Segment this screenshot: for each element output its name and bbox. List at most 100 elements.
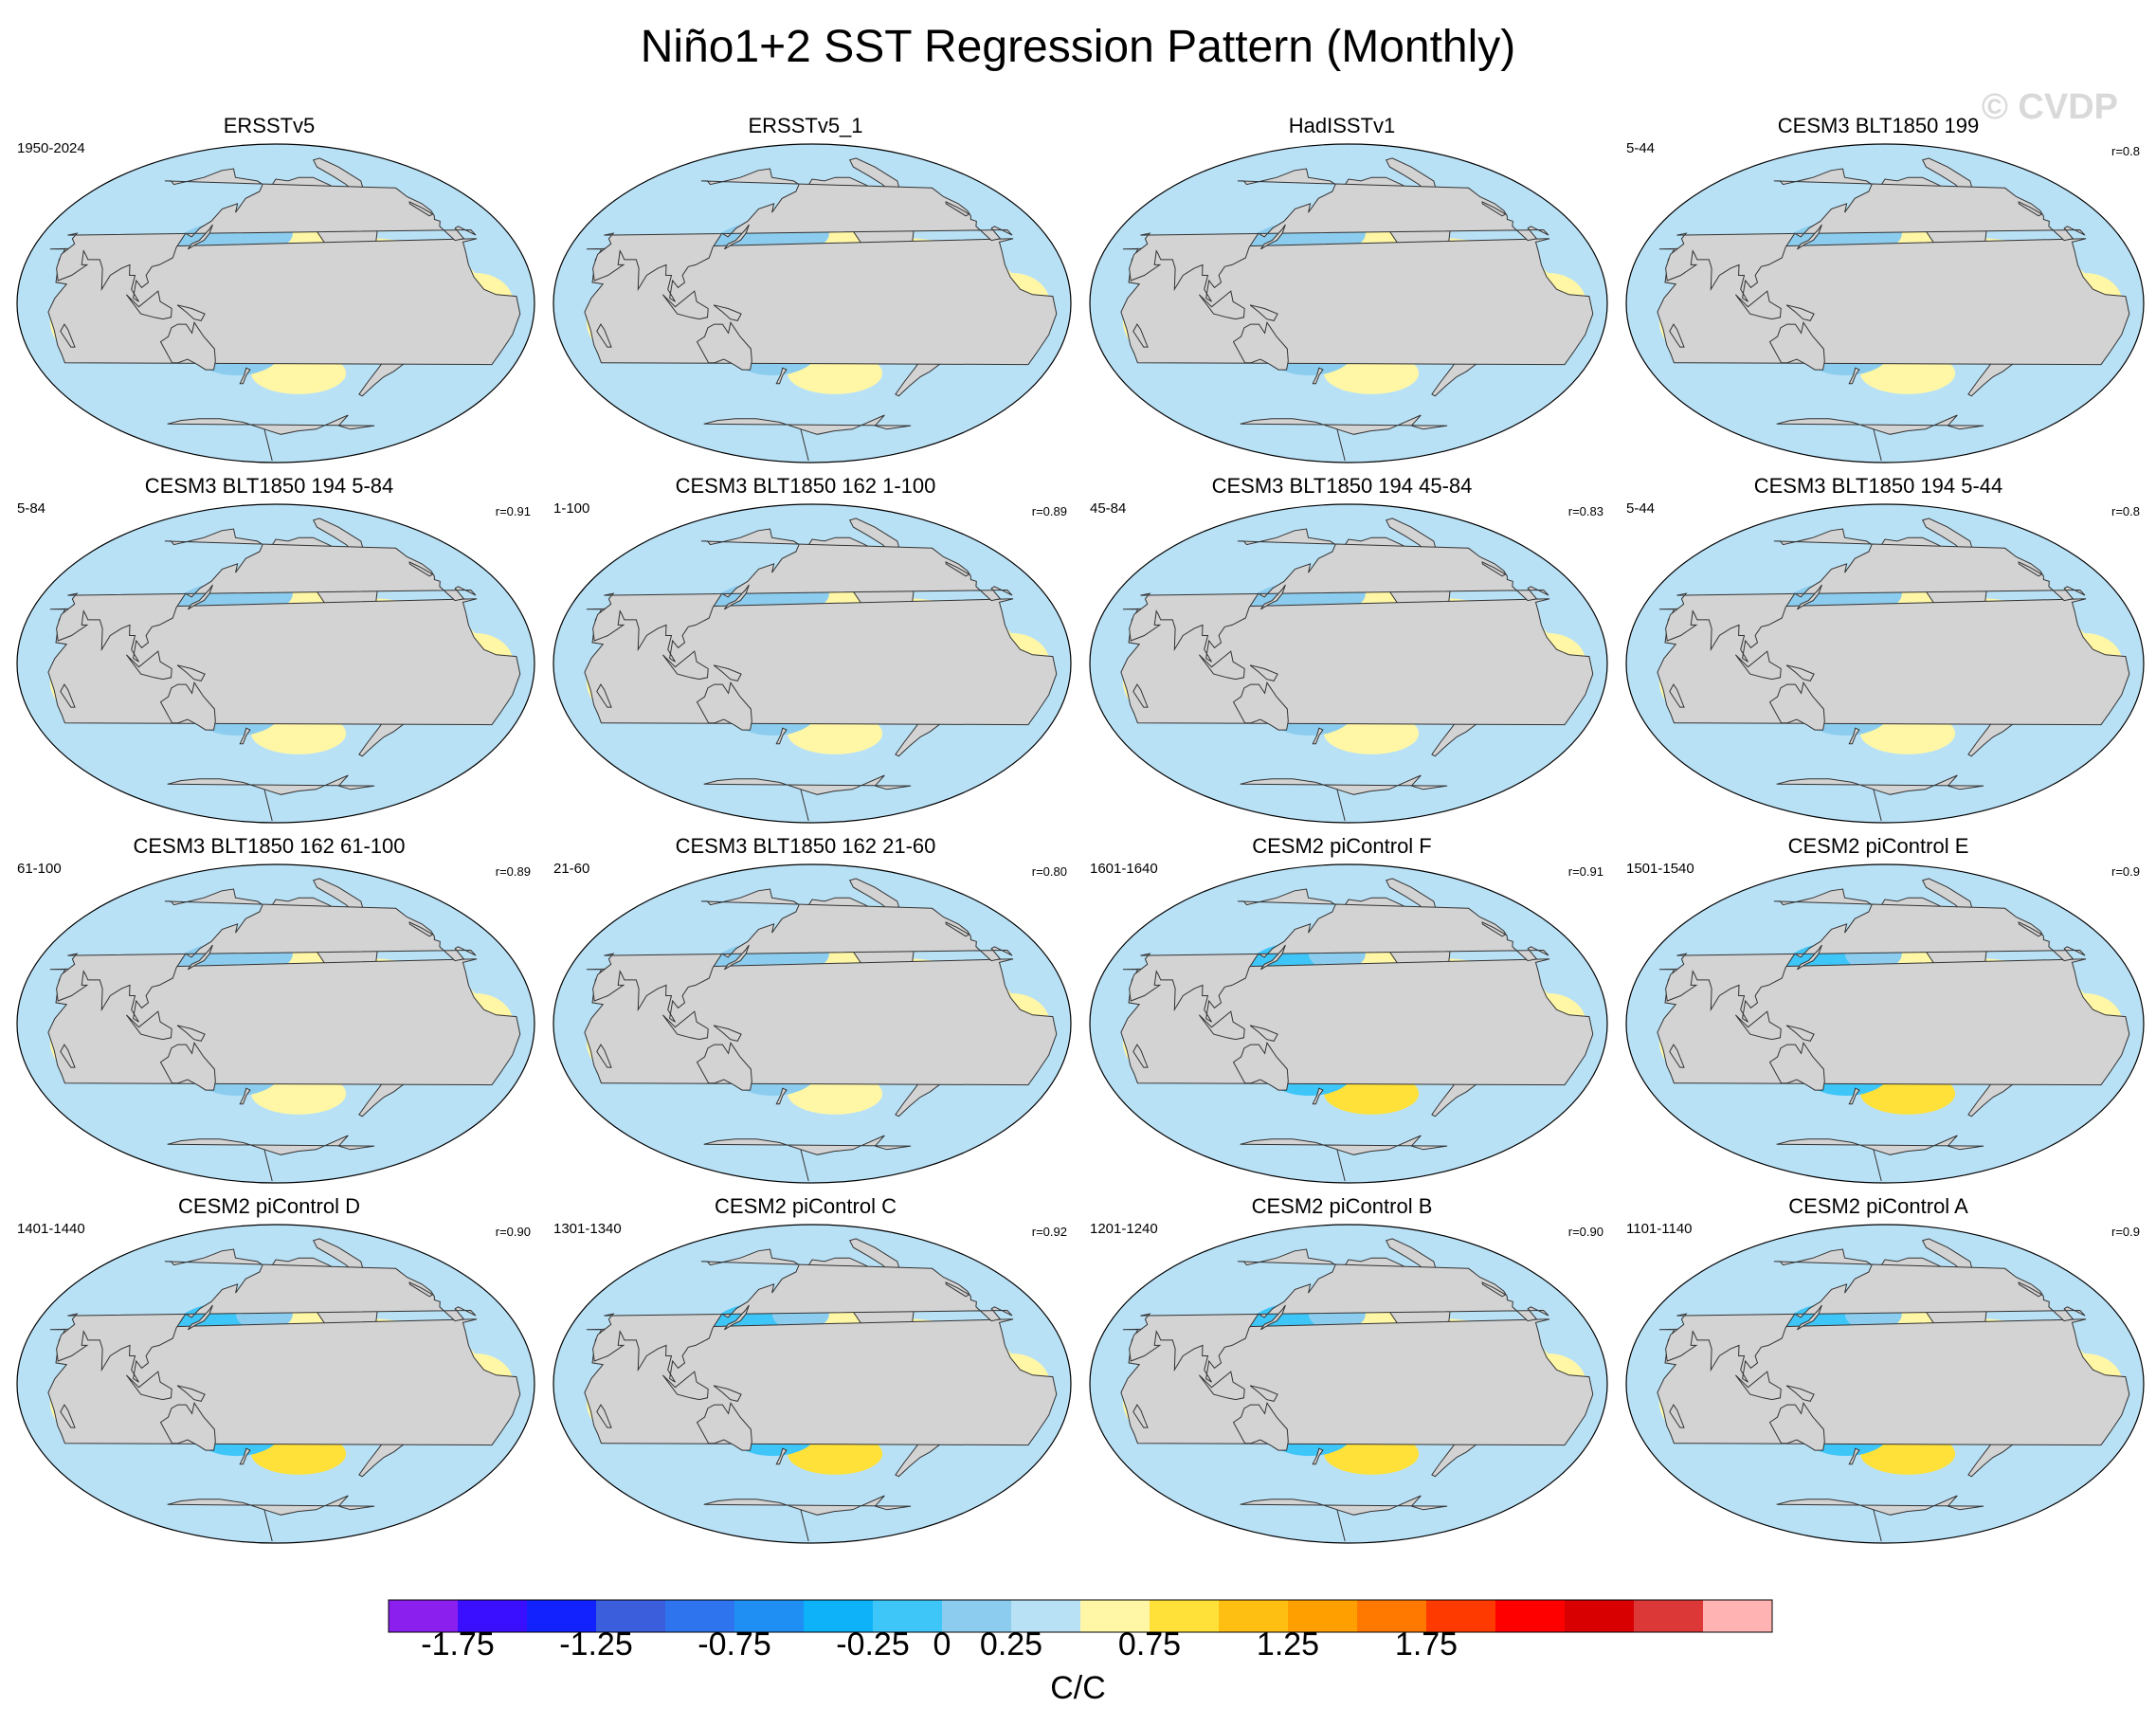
panel-title: CESM3 BLT1850 194 5-44	[1753, 474, 2003, 498]
new-zealand-landmass	[239, 1087, 251, 1105]
regression-map	[1089, 503, 1608, 824]
new-zealand-landmass	[775, 1087, 788, 1105]
colorbar-box	[1357, 1600, 1426, 1632]
colorbar-box	[804, 1600, 873, 1632]
panel-correlation-label: r=0.8	[2111, 144, 2140, 158]
map-panel: CESM2 piControl D 1401-1440 r=0.90	[0, 1194, 538, 1554]
madagascar-landmass	[1132, 323, 1149, 348]
australia-landmass	[159, 321, 216, 371]
panel-period-label: 1501-1540	[1626, 861, 1694, 877]
uk-landmass	[1481, 561, 1507, 577]
map-border	[1089, 143, 1608, 463]
new-zealand-landmass	[1848, 727, 1860, 745]
africa-landmass	[47, 238, 521, 366]
antarctica-landmass	[167, 1495, 375, 1542]
regression-map	[553, 143, 1072, 463]
new-zealand-landmass	[239, 1447, 251, 1465]
colorbar-tick-label: 0.25	[980, 1626, 1042, 1662]
colorbar-tick-label: 1.25	[1257, 1626, 1319, 1662]
map-panel: CESM3 BLT1850 194 5-44 5-44 r=0.8	[1609, 474, 2147, 834]
africa-landmass	[584, 1318, 1058, 1446]
panel-correlation-label: r=0.9	[2111, 864, 2140, 879]
new-guinea-landmass	[1785, 1025, 1815, 1042]
eurasia-landmass	[1129, 888, 1549, 1023]
regression-map	[553, 1224, 1072, 1544]
indonesia-landmass	[661, 1010, 709, 1041]
map-panel: CESM2 piControl B 1201-1240 r=0.90	[1073, 1194, 1611, 1554]
panel-title: ERSSTv5	[223, 114, 316, 137]
eurasia-landmass	[1665, 168, 2086, 302]
madagascar-landmass	[1669, 683, 1685, 708]
madagascar-landmass	[596, 683, 612, 708]
antarctica-landmass	[703, 414, 912, 462]
panel-title: CESM3 BLT1850 199	[1777, 114, 1980, 137]
map-border	[553, 503, 1072, 824]
panel-correlation-label: r=0.90	[495, 1225, 531, 1239]
colorbar-box	[942, 1600, 1011, 1632]
japan-landmass	[1796, 584, 1822, 610]
australia-landmass	[159, 1042, 216, 1091]
australia-landmass	[1232, 681, 1289, 731]
colorbar-tick-label: 1.75	[1395, 1626, 1458, 1662]
panel-period-label: 21-60	[553, 861, 590, 877]
australia-landmass	[696, 1042, 752, 1091]
map-panel: CESM2 piControl E 1501-1540 r=0.9	[1609, 834, 2147, 1194]
map-panel: CESM3 BLT1850 162 21-60 21-60 r=0.80	[536, 834, 1075, 1194]
eurasia-landmass	[592, 528, 1013, 663]
regression-map	[1089, 1224, 1608, 1544]
madagascar-landmass	[596, 1404, 612, 1428]
africa-landmass	[584, 598, 1058, 726]
panel-period-label: 45-84	[1090, 500, 1127, 517]
new-guinea-landmass	[713, 664, 742, 681]
regression-map	[1625, 143, 2145, 463]
panel-correlation-label: r=0.90	[1567, 1225, 1603, 1239]
madagascar-landmass	[596, 1044, 612, 1068]
new-guinea-landmass	[1249, 1385, 1278, 1402]
new-zealand-landmass	[1312, 1447, 1324, 1465]
uk-landmass	[1481, 201, 1507, 217]
new-zealand-landmass	[775, 727, 788, 745]
regression-map	[16, 1224, 535, 1544]
new-guinea-landmass	[713, 1385, 742, 1402]
colorbar-box	[1288, 1600, 1357, 1632]
map-panel: CESM2 piControl C 1301-1340 r=0.92	[536, 1194, 1075, 1554]
map-border	[1089, 503, 1608, 824]
new-guinea-landmass	[176, 664, 206, 681]
antarctica-landmass	[1240, 1495, 1448, 1542]
colorbar-graphic: -1.75 -1.25 -0.75 -0.25 0 0.25 0.75 1.25 1.75	[388, 1599, 1773, 1662]
new-guinea-landmass	[1249, 304, 1278, 321]
panel-title: ERSSTv5_1	[748, 114, 863, 137]
australia-landmass	[696, 681, 752, 731]
australia-landmass	[159, 1402, 216, 1451]
uk-landmass	[408, 1281, 434, 1298]
antarctica-landmass	[167, 1135, 375, 1182]
panel-period-label: 5-44	[1626, 500, 1656, 517]
eurasia-landmass	[56, 888, 477, 1023]
japan-landmass	[1259, 944, 1286, 971]
uk-landmass	[2018, 921, 2043, 937]
colorbar-frame	[388, 1599, 1773, 1633]
uk-landmass	[945, 921, 970, 937]
colorbar-tick-label: -0.75	[698, 1626, 771, 1662]
new-guinea-landmass	[713, 304, 742, 321]
colorbar-box	[873, 1600, 942, 1632]
africa-landmass	[584, 958, 1058, 1086]
indonesia-landmass	[1734, 1010, 1782, 1041]
panel-period-label: 5-84	[17, 500, 46, 517]
panel-correlation-label: r=0.9	[2111, 1225, 2140, 1239]
indonesia-landmass	[125, 1371, 172, 1401]
panel-correlation-label: r=0.80	[1031, 864, 1067, 879]
panel-correlation-label: r=0.89	[495, 864, 531, 879]
africa-landmass	[1120, 598, 1594, 726]
japan-landmass	[723, 944, 750, 971]
colorbar-box	[1080, 1600, 1150, 1632]
australia-landmass	[159, 681, 216, 731]
eurasia-landmass	[592, 888, 1013, 1023]
panel-period-label: 1101-1140	[1626, 1221, 1693, 1237]
panel-correlation-label: r=0.92	[1031, 1225, 1067, 1239]
africa-landmass	[47, 598, 521, 726]
new-zealand-landmass	[1848, 1447, 1860, 1465]
africa-landmass	[47, 958, 521, 1086]
map-panel: CESM3 BLT1850 162 1-100 1-100 r=0.89	[536, 474, 1075, 834]
australia-landmass	[1232, 1402, 1289, 1451]
